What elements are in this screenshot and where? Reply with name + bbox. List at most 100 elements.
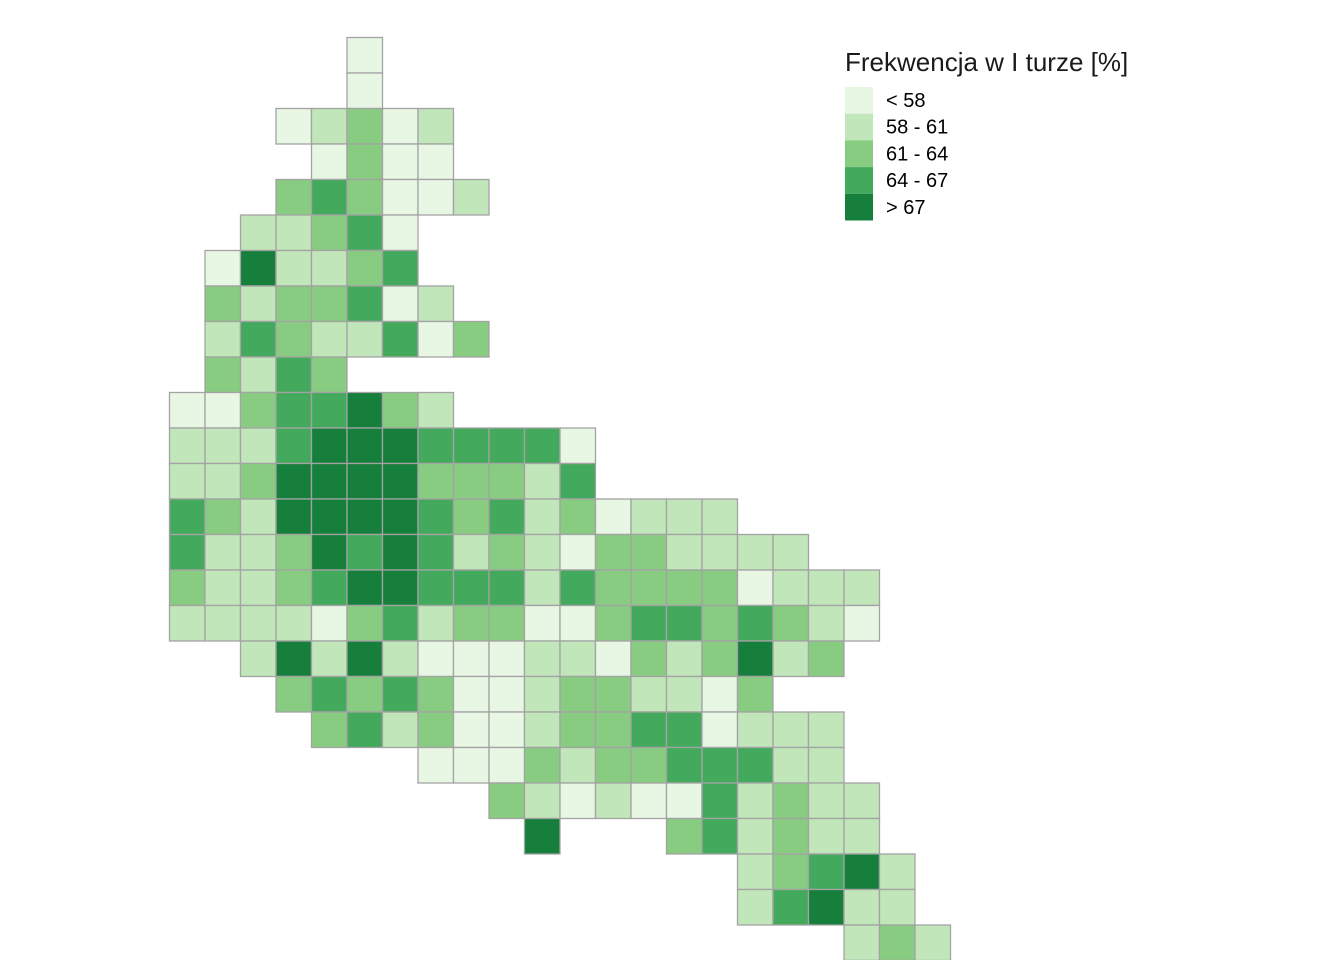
map-cell [488,498,526,536]
map-cell [772,569,810,607]
map-cell [204,462,242,500]
map-cell [559,569,597,607]
map-cell [381,143,419,181]
map-cell [523,711,561,749]
map-cell [275,569,313,607]
map-cell [488,533,526,571]
map-cell [843,817,881,855]
map-cell [523,462,561,500]
map-cell [523,569,561,607]
map-cell [381,320,419,358]
map-cell [807,888,845,926]
map-cell [381,675,419,713]
map-cell [878,924,916,960]
map-cell [452,569,490,607]
map-cell [701,533,739,571]
map-cell [594,746,632,784]
map-cell [381,604,419,642]
map-cell [701,746,739,784]
map-cell [275,107,313,145]
map-cell [417,675,455,713]
map-cell [488,675,526,713]
map-cell [488,569,526,607]
map-cell [736,782,774,820]
map-cell [878,853,916,891]
map-cell [417,533,455,571]
map-cell [417,746,455,784]
map-cell [275,249,313,287]
map-cell [559,427,597,465]
map-cell [310,107,348,145]
map-cell [488,746,526,784]
map-cell [417,320,455,358]
map-cell [239,356,277,394]
map-cell [630,533,668,571]
map-cell [310,498,348,536]
map-cell [594,604,632,642]
map-cell [381,498,419,536]
map-cell [665,817,703,855]
map-cell [275,604,313,642]
map-cell [736,817,774,855]
map-cell [381,640,419,678]
map-cell [665,569,703,607]
map-cell [346,604,384,642]
map-cell [310,178,348,216]
map-cell [417,143,455,181]
map-cell [807,817,845,855]
map-cell [346,569,384,607]
map-cell [736,711,774,749]
map-cell [736,746,774,784]
map-cell [417,711,455,749]
map-cell [346,36,384,74]
map-cell [381,178,419,216]
map-cell [452,427,490,465]
map-cell [346,462,384,500]
legend-label: < 58 [886,90,925,112]
map-cell [417,569,455,607]
map-cell [204,533,242,571]
map-cell [275,462,313,500]
map-cell [310,604,348,642]
map-cell [239,391,277,429]
map-cell [346,498,384,536]
legend-items: < 58 58 - 61 61 - 64 64 - 67 > 67 [845,87,948,221]
map-cell [310,143,348,181]
map-cell [452,640,490,678]
map-cell [594,711,632,749]
map-cell [310,711,348,749]
map-cell [310,249,348,287]
map-cell [807,711,845,749]
map-cell [275,533,313,571]
map-cell [523,604,561,642]
map-cell [168,391,206,429]
map-cell [807,782,845,820]
map-cell [523,675,561,713]
map-cell [452,320,490,358]
map-cell [452,462,490,500]
map-cell [275,498,313,536]
map-cell [204,427,242,465]
map-cell [452,711,490,749]
map-cell [275,675,313,713]
legend-title: Frekwencja w I turze [%] [845,47,1128,77]
map-cell [559,533,597,571]
map-cell [168,498,206,536]
map-cell [452,533,490,571]
map-cell [310,675,348,713]
map-cell [204,285,242,323]
map-cell [772,746,810,784]
map-cell [488,640,526,678]
legend-swatch [845,140,873,168]
map-cell [346,427,384,465]
map-cell [665,604,703,642]
map-cell [523,427,561,465]
map-cell [594,675,632,713]
map-cell [559,604,597,642]
map-cell [346,320,384,358]
map-cell [665,533,703,571]
map-cell [275,356,313,394]
map-cell [701,604,739,642]
legend: Frekwencja w I turze [%] < 58 58 - 61 61 -… [845,47,1128,221]
map-cell [346,249,384,287]
